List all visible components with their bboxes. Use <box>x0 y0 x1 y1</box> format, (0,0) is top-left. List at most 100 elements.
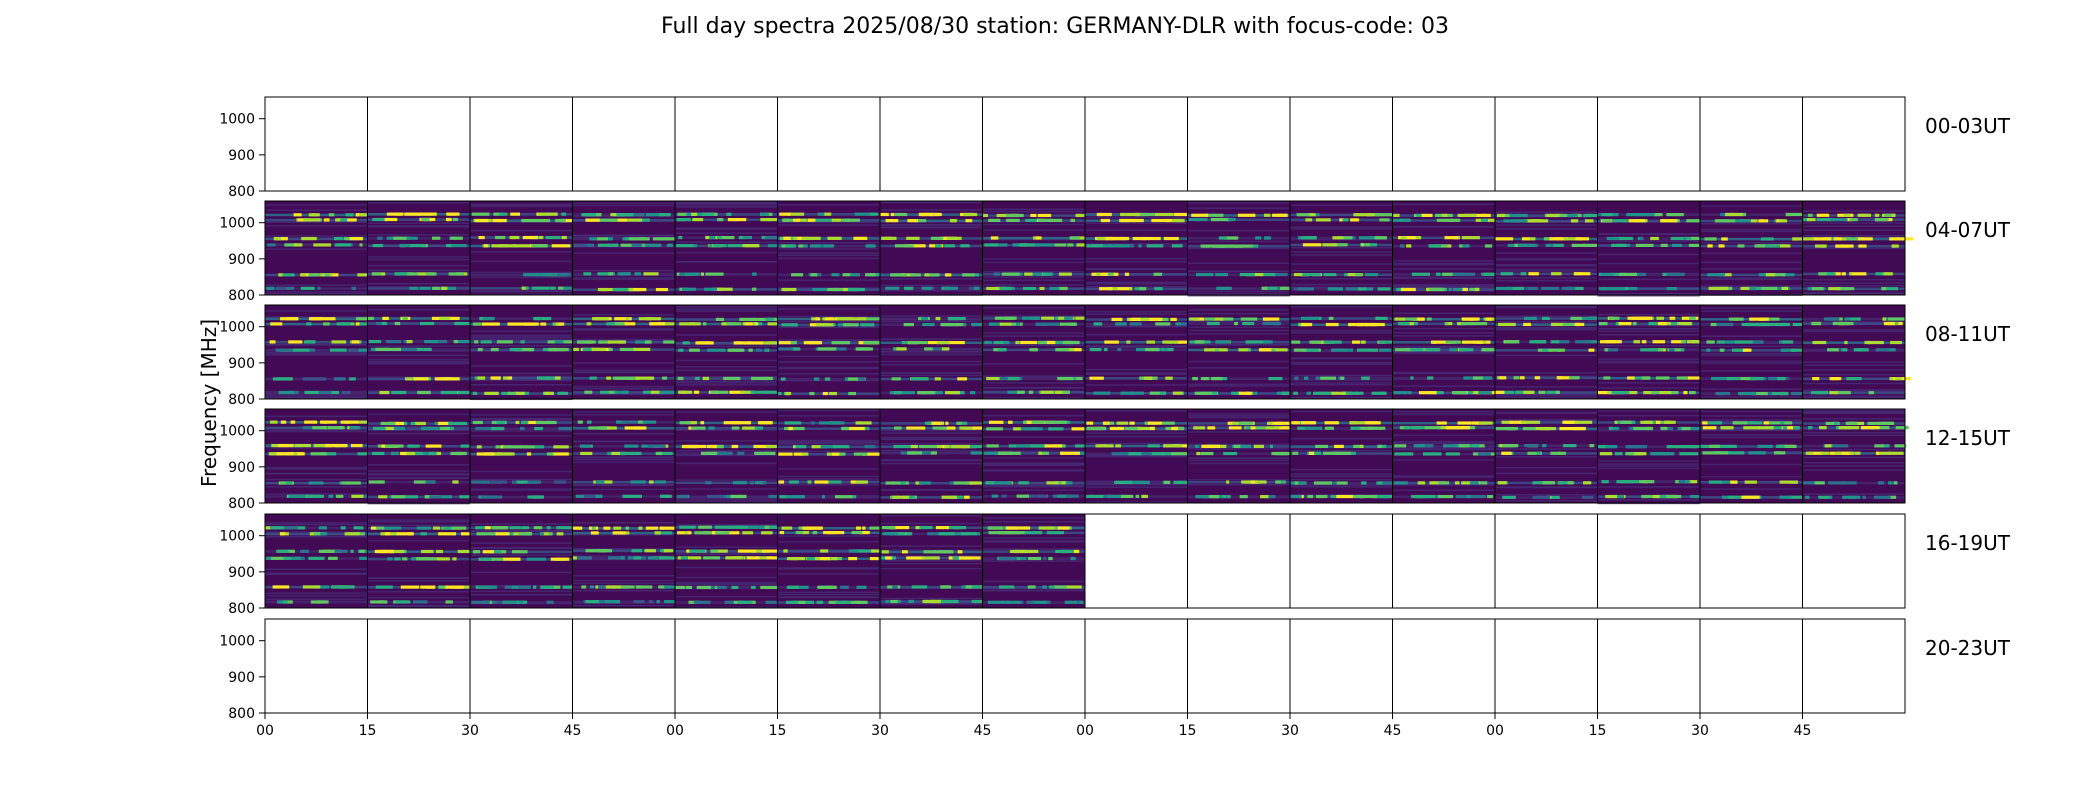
spectrum-panel <box>1084 513 1188 609</box>
y-tick-label: 1000 <box>219 320 255 336</box>
spectrum-panel <box>1187 304 1300 400</box>
spectrum-panel <box>1289 96 1393 192</box>
spectrum-panel <box>777 200 890 296</box>
row-label: 12-15UT <box>1925 426 2011 450</box>
row-label: 16-19UT <box>1925 531 2011 555</box>
spectrum-panel <box>1597 304 1709 400</box>
y-tick-label: 1000 <box>219 216 255 232</box>
spectra-row: 1000 900 800 04-07UT <box>219 200 2011 304</box>
spectrum-panel <box>1494 200 1602 296</box>
spectrum-panel <box>777 408 881 504</box>
spectrum-panel <box>1494 618 1598 714</box>
x-tick-label: 15 <box>1179 723 1197 739</box>
spectrum-panel <box>1802 200 1914 296</box>
spectrum-panel <box>1597 408 1706 505</box>
row-label: 00-03UT <box>1925 114 2011 138</box>
x-tick-label: 15 <box>1589 723 1607 739</box>
spectrum-panel <box>982 304 1089 400</box>
spectrum-panel <box>572 513 680 609</box>
y-tick-label: 1000 <box>219 529 255 545</box>
spectrum-panel <box>1084 618 1188 714</box>
spectrum-panel <box>1289 513 1393 609</box>
spectrum-panel <box>264 618 368 714</box>
spectrum-panel <box>1699 618 1803 714</box>
spectrum-panel <box>469 304 576 401</box>
spectrum-panel <box>879 408 988 504</box>
spectrum-panel <box>674 304 784 400</box>
spectrum-panel <box>1494 96 1598 192</box>
y-tick-label: 800 <box>228 184 255 200</box>
spectrum-panel <box>572 200 683 296</box>
spectrum-panel <box>367 618 471 714</box>
spectrum-panel <box>1802 96 1906 192</box>
y-tick-label: 900 <box>228 252 255 268</box>
spectrum-panel <box>1802 408 1909 504</box>
y-tick-label: 900 <box>228 565 255 581</box>
spectra-row: 1000 900 800 20-23UT <box>219 618 2011 722</box>
spectrum-panel <box>1187 513 1291 609</box>
spectra-row: 1000 900 800 12-15UT <box>219 408 2011 512</box>
spectrum-panel <box>469 96 573 192</box>
spectrum-panel <box>982 200 1092 296</box>
y-tick-label: 1000 <box>219 634 255 650</box>
y-tick-label: 900 <box>228 148 255 164</box>
row-label: 08-11UT <box>1925 322 2011 346</box>
spectrum-panel <box>777 304 885 400</box>
spectrum-panel <box>1597 200 1704 297</box>
spectrum-panel <box>1494 304 1604 400</box>
spectrum-panel <box>1084 96 1188 192</box>
y-tick-label: 800 <box>228 496 255 512</box>
spectrum-panel <box>572 408 676 504</box>
spectrum-panel <box>674 408 786 504</box>
y-tick-label: 900 <box>228 460 255 476</box>
spectra-row: 1000 900 800 08-11UT <box>219 304 2011 408</box>
spectrum-panel <box>879 513 991 609</box>
x-tick-label: 45 <box>974 723 992 739</box>
x-tick-label: 45 <box>564 723 582 739</box>
y-tick-label: 900 <box>228 356 255 372</box>
spectrum-panel <box>674 96 778 192</box>
spectrum-panel <box>1187 200 1291 297</box>
row-label: 04-07UT <box>1925 218 2011 242</box>
spectrum-panel <box>264 96 368 192</box>
spectrum-panel <box>1699 96 1803 192</box>
spectrum-panel <box>879 96 983 192</box>
y-tick-label: 800 <box>228 601 255 617</box>
y-tick-label: 1000 <box>219 112 255 128</box>
x-axis-ticks: 00 15 30 45 00 15 30 45 00 15 30 45 00 15 30 45 <box>256 713 1811 739</box>
x-tick-label: 30 <box>1691 723 1709 739</box>
spectrum-panel <box>264 304 377 400</box>
spectrum-panel <box>1597 618 1701 714</box>
spectrum-panel <box>982 618 1086 714</box>
spectrum-panel <box>1392 513 1496 609</box>
spectrum-panel <box>1289 618 1393 714</box>
spectrum-panel <box>777 96 881 192</box>
spectrum-panel <box>1494 408 1598 504</box>
spectrum-panel <box>982 513 1086 609</box>
spectrum-panel <box>469 618 573 714</box>
spectra-row: 1000 900 800 16-19UT <box>219 513 2011 617</box>
spectrum-panel <box>1392 618 1496 714</box>
x-tick-label: 30 <box>871 723 889 739</box>
x-tick-label: 00 <box>256 723 274 739</box>
x-tick-label: 45 <box>1384 723 1402 739</box>
y-tick-label: 1000 <box>219 424 255 440</box>
spectrum-panel <box>367 513 477 609</box>
spectrum-panel <box>1699 200 1806 296</box>
x-tick-label: 30 <box>1281 723 1299 739</box>
spectrum-panel <box>982 408 1092 504</box>
spectrum-panel <box>1802 304 1911 400</box>
spectrum-panel <box>1187 408 1294 504</box>
spectrum-panel <box>982 96 1086 192</box>
spectrum-panel <box>1187 96 1291 192</box>
spectrum-panel <box>367 200 471 296</box>
spectrum-panel <box>264 408 376 504</box>
spectrum-panel <box>572 304 681 400</box>
y-tick-label: 800 <box>228 288 255 304</box>
y-tick-label: 800 <box>228 706 255 722</box>
y-tick-label: 800 <box>228 392 255 408</box>
x-tick-label: 00 <box>666 723 684 739</box>
spectra-rows: 1000 900 800 00-03UT 1000 900 800 04-07UT 1000 90… <box>219 96 2011 722</box>
chart-title: Full day spectra 2025/08/30 station: GER… <box>661 14 1449 39</box>
